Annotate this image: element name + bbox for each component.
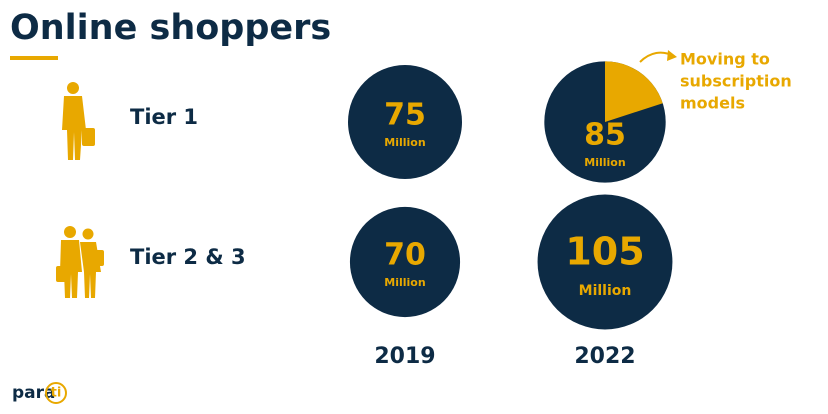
arrow-head xyxy=(667,50,677,61)
bubble-unit: Million xyxy=(584,156,625,169)
bubble xyxy=(349,206,461,318)
bubble-value: 85 xyxy=(584,118,626,153)
bubble-value: 105 xyxy=(565,230,644,274)
couple-icon xyxy=(56,226,104,298)
bubble-unit: Million xyxy=(384,136,425,149)
bubble-unit: Million xyxy=(384,276,425,289)
year-label: 2022 xyxy=(574,344,635,369)
tier-label: Tier 1 xyxy=(130,105,198,129)
shopper-icon xyxy=(62,82,95,160)
bubble xyxy=(348,65,462,179)
annotation: subscription xyxy=(680,72,792,91)
bubble xyxy=(537,194,673,330)
annotation: Moving to xyxy=(680,50,770,69)
bubble-unit: Million xyxy=(579,283,632,299)
pie-wedge xyxy=(605,61,663,122)
logo-badge-text: ti xyxy=(51,386,62,401)
tier-label: Tier 2 & 3 xyxy=(130,245,246,269)
logo-text: para xyxy=(12,383,56,403)
bubble-value: 75 xyxy=(384,98,426,133)
title-underline xyxy=(10,56,58,60)
logo-badge xyxy=(45,382,67,404)
bubble-value: 70 xyxy=(384,238,426,273)
year-label: 2019 xyxy=(374,344,435,369)
annotation: models xyxy=(680,94,745,113)
title: Online shoppers xyxy=(10,8,331,48)
